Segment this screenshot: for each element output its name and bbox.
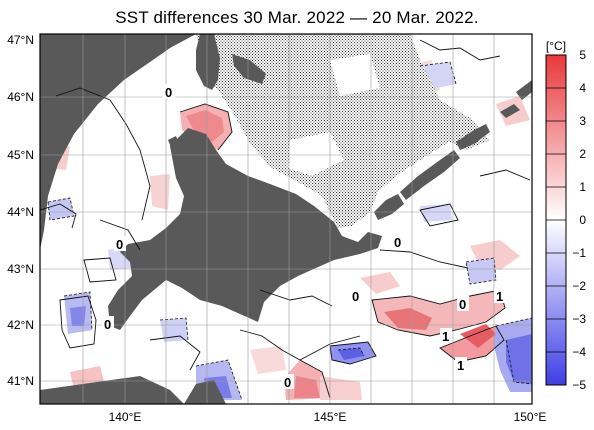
kunashir-island [374,194,404,220]
colorbar: [°C] 5 4 3 2 1 0 −1 −2 −3 −4 −5 [545,39,586,392]
rishiri-island [168,136,180,150]
contour-label: 0 [104,317,111,332]
contour-label: 0 [394,235,401,250]
urup-island [456,124,490,150]
lat-label: 42°N [7,318,34,332]
colorbar-tick: −5 [572,378,586,392]
colorbar-unit: [°C] [546,39,566,53]
contour-lines [40,39,531,399]
colorbar-tick: 0 [579,213,586,227]
colorbar-tick: 3 [579,114,586,128]
contour-label: 1 [457,358,464,373]
colorbar-tick: 2 [579,147,586,161]
colorbar-tick: −3 [572,312,586,326]
lon-label: 150°E [514,410,547,424]
lat-label: 41°N [7,374,34,388]
longitude-labels: 140°E 145°E 150°E [109,410,547,424]
contour-value-labels: 0 0 0 0 0 1 0 1 1 0 [102,84,506,390]
contour-label: 1 [442,329,449,344]
map-frame [39,33,533,405]
map-area: 0 0 0 0 0 1 0 1 1 0 [40,34,532,404]
contour-label: 0 [459,297,466,312]
map-title: SST differences 30 Mar. 2022 — 20 Mar. 2… [115,8,479,27]
contour-label: 0 [116,237,123,252]
colorbar-tick: 5 [579,48,586,62]
cool-anomaly-patches [48,62,532,400]
contour-label: 1 [496,289,503,304]
negative-contour-lines [47,61,532,401]
lat-label: 46°N [7,90,34,104]
colorbar-tick: −2 [572,279,586,293]
contour-label: 0 [352,289,359,304]
sakhalin-island [196,34,220,90]
hokkaido-island [108,128,382,330]
lon-label: 145°E [314,410,347,424]
simushir-island [500,104,520,118]
iturup-island [400,150,460,200]
lon-label: 140°E [109,410,142,424]
colorbar-tick: −4 [572,345,586,359]
ketoy-island [516,80,532,100]
latitude-labels: 47°N 46°N 45°N 44°N 43°N 42°N 41°N [7,33,34,388]
lat-label: 44°N [7,205,34,219]
lat-label: 45°N [7,148,34,162]
lat-label: 47°N [7,33,34,47]
contour-label: 0 [284,375,291,390]
colorbar-tick: 1 [579,180,586,194]
shimokita-peninsula [184,380,226,404]
colorbar-tick: −1 [572,246,586,260]
contour-label: 0 [165,85,172,100]
lat-label: 43°N [7,262,34,276]
map-gridlines [40,34,532,404]
colorbar-tick: 4 [579,81,586,95]
honshu-coast [40,376,184,404]
sakhalin-cape [232,54,266,84]
